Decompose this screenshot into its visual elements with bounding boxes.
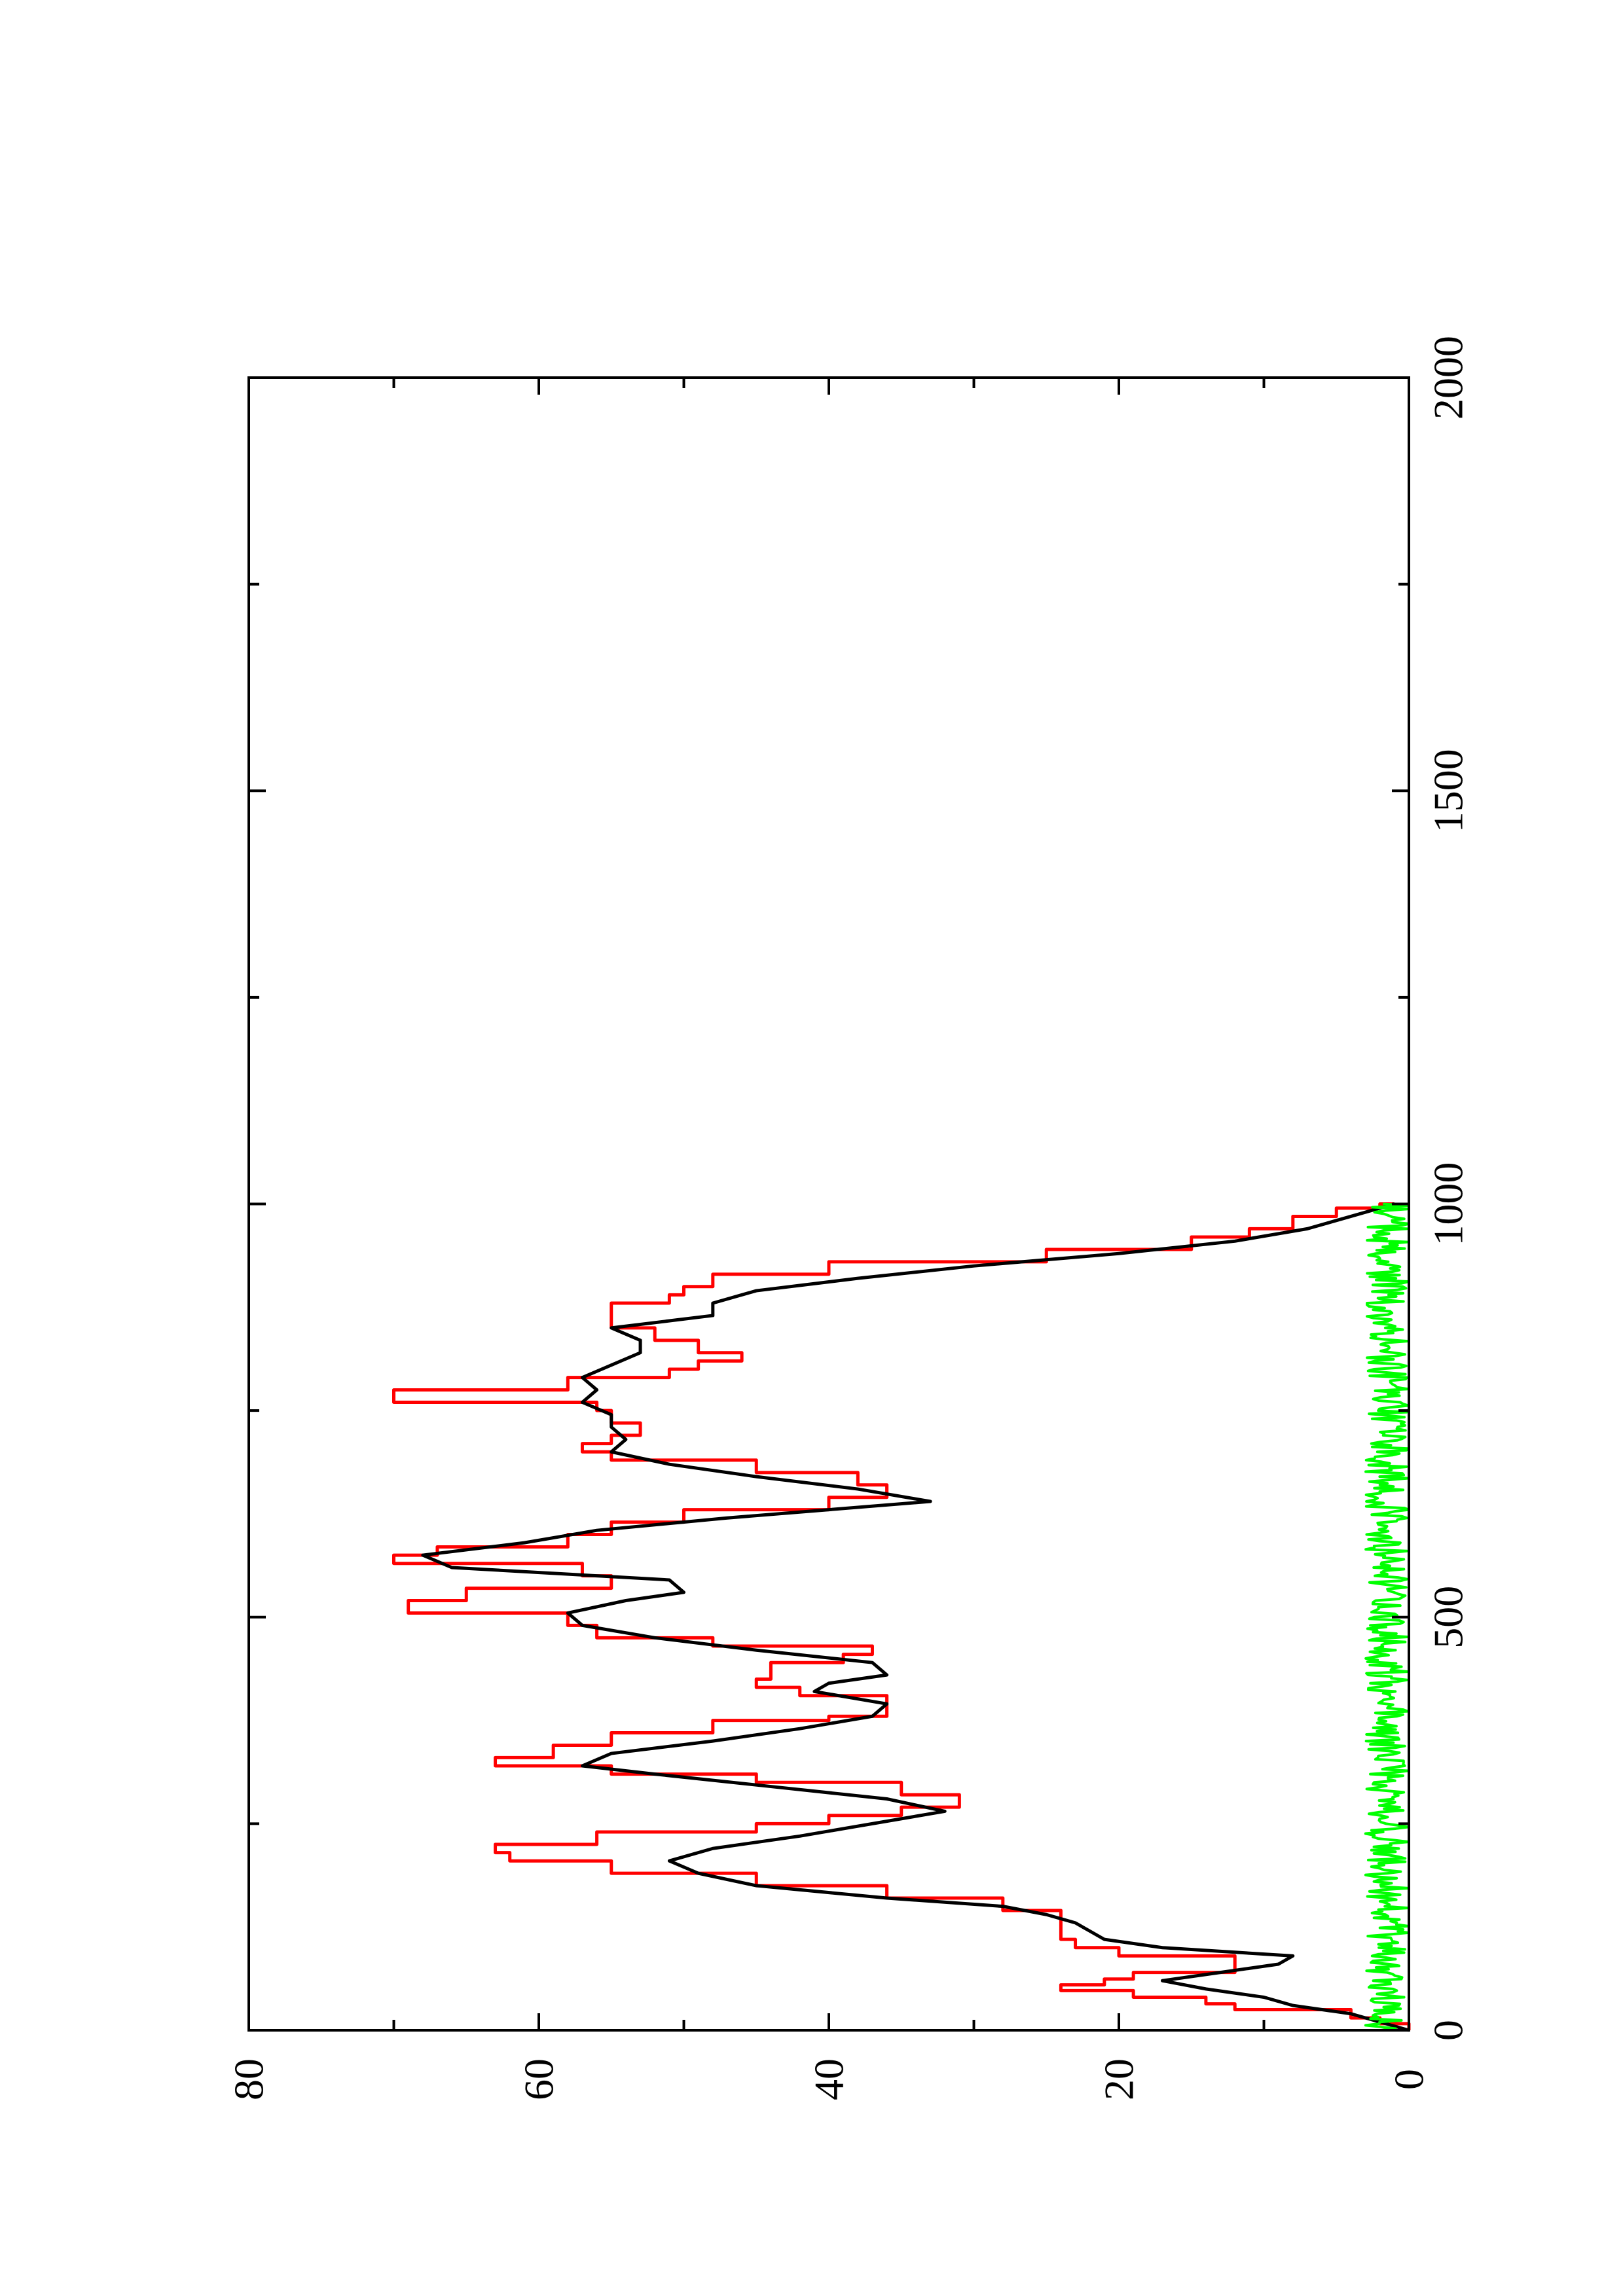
ticks-layer: 0 500 1000 1500 2000 0 20 40 60 80 xyxy=(226,336,1472,2100)
x-tick-label: 2000 xyxy=(1425,336,1472,420)
x-tick-label: 500 xyxy=(1425,1586,1472,1649)
y-tick-label: 80 xyxy=(226,2058,272,2100)
series-layer xyxy=(392,1202,1411,2032)
series-line-1 xyxy=(421,1202,1410,2032)
x-tick-label: 1000 xyxy=(1425,1162,1472,1246)
series-line-2 xyxy=(1364,1202,1410,2032)
x-tick-label: 0 xyxy=(1425,2020,1472,2041)
y-tick-label: 0 xyxy=(1386,2069,1432,2090)
y-tick-label: 20 xyxy=(1096,2058,1142,2100)
y-tick-label: 60 xyxy=(516,2058,562,2100)
y-tick-label: 40 xyxy=(806,2058,852,2100)
x-tick-label: 1500 xyxy=(1425,749,1472,833)
